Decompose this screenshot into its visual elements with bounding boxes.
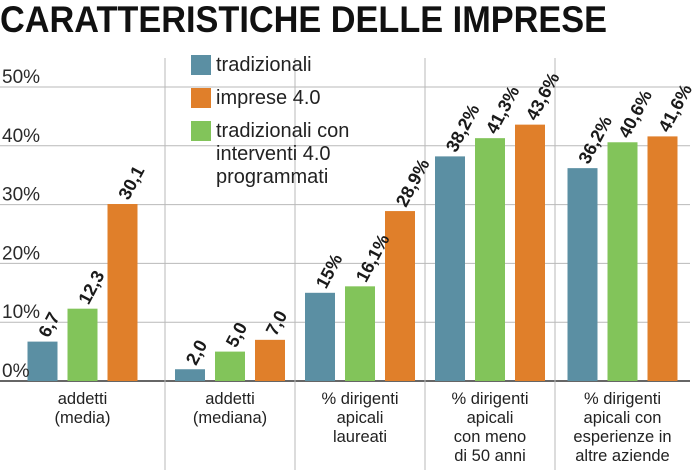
- bar: [607, 142, 638, 381]
- bar: [475, 138, 505, 381]
- category-label: (media): [55, 409, 111, 427]
- category-label: apicali con: [584, 409, 662, 427]
- bar: [385, 211, 415, 381]
- category-label: % dirigenti: [584, 390, 661, 408]
- legend-label: interventi 4.0: [216, 143, 331, 165]
- category-label: con meno: [454, 428, 526, 446]
- data-label: 43,6%: [522, 69, 564, 123]
- category-label: addetti: [58, 390, 108, 408]
- category-label: apicali: [467, 409, 514, 427]
- legend-label: tradizionali con: [216, 120, 349, 142]
- bar: [215, 351, 245, 381]
- category-label: di 50 anni: [454, 447, 526, 465]
- bar: [435, 156, 465, 381]
- legend-swatch: [191, 55, 211, 75]
- y-tick-label: 30%: [2, 185, 40, 206]
- legend: tradizionali imprese 4.0 tradizionali coni…: [191, 54, 349, 188]
- bar: [255, 339, 285, 381]
- category-label: % dirigenti: [321, 390, 398, 408]
- bar: [515, 124, 545, 381]
- legend-label: programmati: [216, 166, 328, 188]
- bar: [305, 292, 335, 381]
- x-axis-categories: addetti(media)addetti(mediana)% dirigent…: [55, 390, 672, 465]
- bar: [567, 168, 598, 381]
- category-label: laureati: [333, 428, 387, 446]
- data-label: 15%: [312, 250, 347, 291]
- data-label: 28,9%: [392, 155, 434, 209]
- category-label: % dirigenti: [451, 390, 528, 408]
- data-label: 41,6%: [654, 81, 696, 135]
- data-label: 40,6%: [614, 87, 656, 141]
- legend-label: imprese 4.0: [216, 87, 321, 109]
- y-tick-label: 10%: [2, 302, 40, 323]
- y-axis-ticks: 0% 10% 20% 30% 40% 50%: [2, 67, 40, 382]
- y-tick-label: 0%: [2, 361, 30, 382]
- bar: [345, 286, 375, 381]
- chart-title: CARATTERISTICHE DELLE IMPRESE: [0, 0, 607, 40]
- y-tick-label: 20%: [2, 243, 40, 264]
- y-tick-label: 40%: [2, 126, 40, 147]
- bars: [27, 124, 678, 381]
- category-label: esperienze in: [573, 428, 671, 446]
- legend-swatch: [191, 121, 211, 141]
- data-label: 7,0: [262, 307, 291, 338]
- bar: [67, 308, 98, 381]
- bar: [27, 341, 58, 381]
- y-tick-label: 50%: [2, 67, 40, 88]
- data-label: 12,3: [74, 267, 108, 307]
- data-label: 2,0: [182, 337, 211, 368]
- data-label: 5,0: [222, 319, 251, 350]
- category-label: altre aziende: [575, 447, 669, 465]
- bar: [107, 204, 138, 381]
- category-label: addetti: [205, 390, 255, 408]
- legend-swatch: [191, 88, 211, 108]
- bar: [647, 136, 678, 381]
- category-label: apicali: [337, 409, 384, 427]
- category-label: (mediana): [193, 409, 267, 427]
- bar: [175, 369, 205, 381]
- legend-label: tradizionali: [216, 54, 312, 76]
- data-label: 30,1: [114, 163, 148, 203]
